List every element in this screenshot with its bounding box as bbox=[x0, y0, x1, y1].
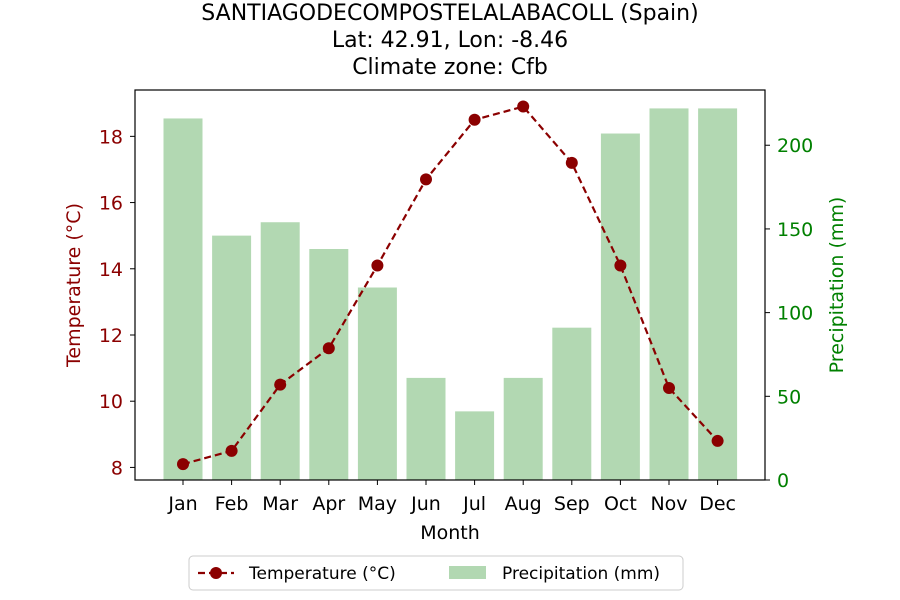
plot-frame bbox=[134, 89, 766, 481]
x-tick-label-mar: Mar bbox=[262, 493, 298, 515]
y-right-tick-label-100: 100 bbox=[777, 303, 813, 325]
chart-axes: Jan Feb Mar Apr May Jun Jul Aug Sep Oct Nov Dec Mont… bbox=[63, 89, 848, 544]
y-left-tick-label-10: 10 bbox=[99, 391, 123, 413]
chart-title-line-1: SANTIAGODECOMPOSTELALABACOLL (Spain) bbox=[201, 1, 699, 26]
x-tick-label-dec: Dec bbox=[699, 493, 736, 515]
x-tick-label-nov: Nov bbox=[650, 493, 687, 515]
x-tick-label-may: May bbox=[358, 493, 397, 515]
x-axis-label: Month bbox=[420, 522, 480, 544]
temp-point-sep bbox=[565, 156, 578, 169]
y-right-tick-label-150: 150 bbox=[777, 219, 813, 241]
x-tick-label-apr: Apr bbox=[312, 493, 345, 515]
y-right-tick-label-200: 200 bbox=[777, 135, 813, 157]
temp-point-nov bbox=[663, 381, 675, 394]
temperature-line bbox=[177, 100, 724, 471]
x-tick-label-jun: Jun bbox=[410, 493, 441, 515]
temp-point-may bbox=[371, 259, 384, 272]
chart-legend: Temperature (°C) Precipitation (mm) bbox=[188, 555, 684, 591]
y-left-axis-label: Temperature (°C) bbox=[63, 203, 85, 368]
temp-point-mar bbox=[274, 378, 287, 391]
precip-bar-oct bbox=[600, 133, 640, 480]
temp-point-aug bbox=[517, 100, 530, 113]
temp-point-jul bbox=[468, 113, 481, 126]
precip-bar-nov bbox=[649, 108, 689, 480]
precip-bar-aug bbox=[503, 377, 543, 480]
y-left-tick-label-12: 12 bbox=[99, 325, 123, 347]
legend-precipitation-swatch bbox=[449, 566, 486, 579]
temp-point-jun bbox=[420, 173, 432, 186]
chart-title-line-3: Climate zone: Cfb bbox=[352, 55, 548, 80]
precip-bar-dec bbox=[698, 108, 738, 480]
y-right-tick-label-50: 50 bbox=[777, 386, 801, 408]
precip-bar-jan bbox=[163, 118, 203, 481]
x-tick-label-sep: Sep bbox=[554, 493, 590, 515]
precip-bar-feb bbox=[212, 235, 252, 480]
legend-temperature-marker bbox=[210, 567, 222, 579]
temp-point-oct bbox=[614, 259, 627, 272]
y-right-axis-label: Precipitation (mm) bbox=[826, 197, 848, 374]
y-left-tick-label-8: 8 bbox=[111, 457, 123, 479]
legend-temperature-label: Temperature (°C) bbox=[248, 564, 396, 584]
x-tick-label-jul: Jul bbox=[462, 493, 486, 515]
precip-bar-jun bbox=[406, 377, 446, 480]
temp-point-dec bbox=[711, 434, 724, 447]
temp-point-jan bbox=[177, 458, 189, 471]
y-right-tick-label-0: 0 bbox=[777, 470, 789, 492]
x-tick-label-aug: Aug bbox=[505, 493, 542, 515]
precip-bar-may bbox=[357, 287, 397, 480]
y-left-tick-label-16: 16 bbox=[99, 193, 123, 215]
precip-bar-apr bbox=[309, 249, 349, 480]
x-tick-label-feb: Feb bbox=[215, 493, 249, 515]
chart-title: SANTIAGODECOMPOSTELALABACOLL (Spain) Lat… bbox=[0, 0, 900, 81]
temp-point-apr bbox=[322, 342, 335, 355]
y-left-tick-label-18: 18 bbox=[99, 126, 123, 148]
precip-bar-jul bbox=[455, 411, 495, 480]
x-tick-label-jan: Jan bbox=[167, 493, 197, 515]
precip-bar-mar bbox=[260, 222, 300, 481]
chart-title-line-2: Lat: 42.91, Lon: -8.46 bbox=[331, 28, 569, 53]
legend-precipitation-label: Precipitation (mm) bbox=[502, 564, 660, 584]
precipitation-bars bbox=[163, 108, 738, 481]
y-left-tick-label-14: 14 bbox=[99, 259, 123, 281]
temp-point-feb bbox=[225, 444, 238, 457]
precip-bar-sep bbox=[552, 327, 592, 480]
x-tick-label-oct: Oct bbox=[604, 493, 637, 515]
legend-box bbox=[188, 555, 684, 591]
